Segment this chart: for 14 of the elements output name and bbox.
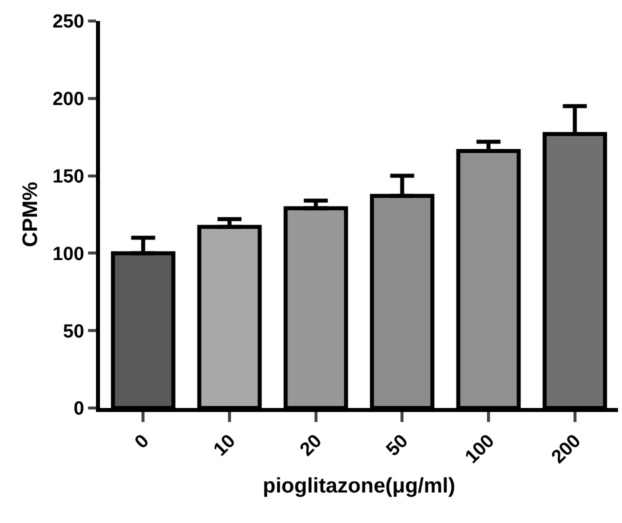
y-axis-title: CPM%: [19, 182, 42, 248]
x-tick-label: 10: [210, 430, 240, 460]
y-tick-label: 0: [74, 398, 84, 420]
y-tick-label: 50: [63, 321, 84, 342]
x-tick-label: 20: [296, 430, 326, 460]
x-tick-label: 200: [548, 430, 586, 468]
x-tick-label: 50: [382, 430, 412, 460]
y-tick-label: 250: [52, 12, 84, 33]
x-tick-label: 100: [461, 430, 499, 468]
y-tick-label: 200: [52, 89, 84, 110]
x-tick-label: 0: [131, 430, 154, 454]
y-tick-label: 100: [52, 244, 84, 265]
y-tick-label: 150: [52, 166, 84, 188]
x-axis-title: pioglitazone(μg/ml): [262, 474, 456, 498]
